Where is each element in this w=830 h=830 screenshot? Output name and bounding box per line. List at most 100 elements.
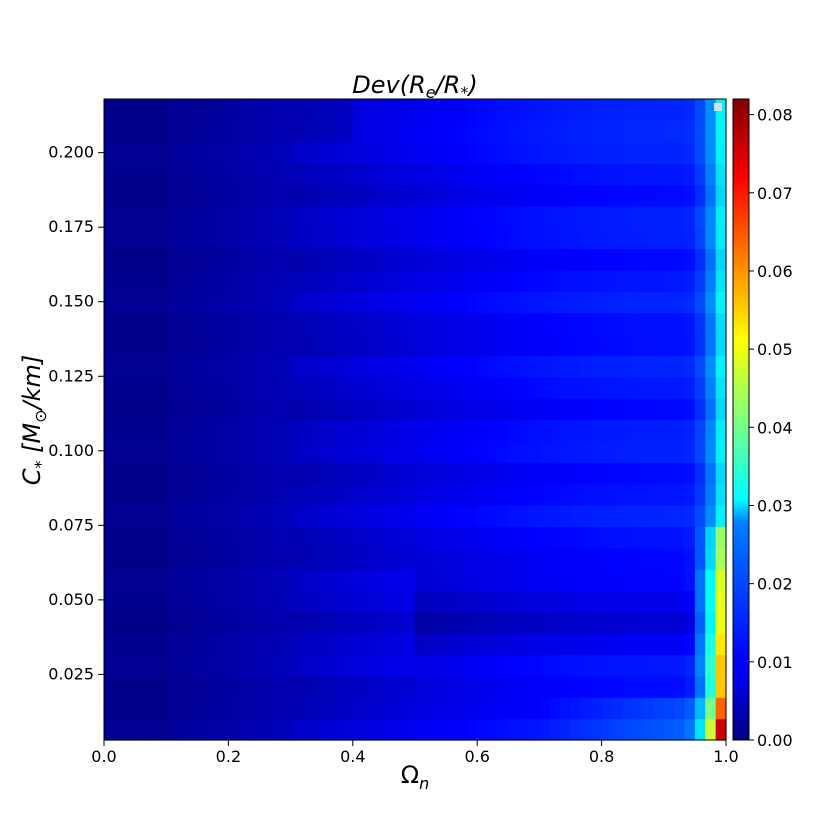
heatmap-cell: [135, 141, 147, 164]
heatmap-cell: [591, 99, 603, 121]
heatmap-cell: [145, 675, 157, 698]
heatmap-cell: [632, 419, 644, 442]
heatmap-cell: [259, 99, 271, 121]
heatmap-cell: [487, 590, 499, 613]
heatmap-cell: [238, 419, 250, 442]
heatmap-cell: [383, 334, 395, 356]
heatmap-cell: [674, 675, 686, 698]
heatmap-cell: [145, 697, 157, 720]
heatmap-cell: [653, 633, 665, 656]
heatmap-cell: [394, 590, 406, 613]
heatmap-cell: [332, 355, 344, 378]
heatmap-cell: [622, 633, 634, 656]
heatmap-cell: [518, 675, 530, 698]
heatmap-cell: [383, 312, 395, 335]
heatmap-cell: [197, 654, 209, 677]
heatmap-cell: [611, 569, 623, 592]
heatmap-cell: [218, 419, 229, 442]
heatmap-cell: [518, 654, 530, 677]
heatmap-cell: [321, 291, 333, 314]
heatmap-cell: [197, 248, 209, 271]
heatmap-cell: [207, 697, 219, 720]
heatmap-cell: [352, 291, 364, 314]
heatmap-cell: [280, 504, 292, 527]
heatmap-cell: [300, 184, 312, 207]
heatmap-cell: [124, 163, 136, 186]
heatmap-cell: [269, 99, 281, 121]
heatmap-cell: [446, 248, 458, 271]
heatmap-cell: [155, 569, 167, 592]
heatmap-cell: [415, 697, 426, 720]
heatmap-cell: [373, 697, 385, 720]
heatmap-cell: [238, 526, 250, 549]
heatmap-cell: [124, 483, 136, 506]
heatmap-cell: [383, 376, 395, 399]
heatmap-cell: [259, 334, 271, 356]
heatmap-cell: [570, 205, 582, 228]
heatmap-cell: [207, 291, 219, 314]
heatmap-cell: [332, 440, 344, 463]
heatmap-cell: [311, 334, 323, 356]
heatmap-cell: [373, 675, 385, 698]
heatmap-cell: [684, 355, 696, 378]
heatmap-cell: [238, 440, 250, 463]
heatmap-cell: [446, 269, 458, 292]
heatmap-cell: [207, 141, 219, 164]
heatmap-cell: [124, 312, 136, 335]
heatmap-cell: [363, 355, 375, 378]
heatmap-cell: [404, 99, 416, 121]
heatmap-cell: [280, 398, 292, 421]
heatmap-cell: [694, 291, 706, 314]
heatmap-cell: [145, 227, 157, 250]
heatmap-cell: [601, 269, 613, 292]
heatmap-cell: [352, 355, 364, 378]
heatmap-cell: [373, 718, 385, 741]
heatmap-cell: [580, 291, 592, 314]
heatmap-cell: [145, 398, 157, 421]
heatmap-cell: [228, 697, 240, 720]
heatmap-cell: [166, 291, 178, 314]
heatmap-cell: [228, 419, 240, 442]
heatmap-cell: [176, 526, 188, 549]
heatmap-cell: [684, 419, 696, 442]
heatmap-cell: [311, 462, 323, 485]
heatmap-cell: [311, 376, 323, 399]
heatmap-cell: [508, 269, 520, 292]
heatmap-cell: [373, 569, 385, 592]
heatmap-cell: [622, 312, 634, 335]
heatmap-cell: [249, 633, 261, 656]
heatmap-cell: [466, 398, 478, 421]
heatmap-cell: [435, 611, 447, 634]
heatmap-cell: [311, 355, 323, 378]
heatmap-cell: [508, 163, 520, 186]
heatmap-cell: [332, 291, 344, 314]
heatmap-cell: [674, 248, 686, 271]
heatmap-cell: [290, 334, 302, 356]
heatmap-cell: [249, 419, 261, 442]
heatmap-cell: [155, 590, 167, 613]
heatmap-cell: [508, 440, 520, 463]
heatmap-cell: [570, 419, 582, 442]
heatmap-cell: [114, 355, 126, 378]
heatmap-cell: [643, 440, 655, 463]
heatmap-cell: [197, 462, 209, 485]
colorbar-tick-label: 0.01: [757, 653, 793, 672]
heatmap-cell: [311, 227, 323, 250]
heatmap-cell: [197, 526, 209, 549]
heatmap-cell: [383, 697, 395, 720]
heatmap-cell: [124, 141, 136, 164]
heatmap-cell: [684, 334, 696, 356]
heatmap-cell: [684, 440, 696, 463]
heatmap-cell: [518, 99, 530, 121]
heatmap-cell: [694, 376, 706, 399]
heatmap-cell: [477, 248, 489, 271]
heatmap-cell: [694, 141, 706, 164]
heatmap-cell: [497, 163, 509, 186]
heatmap-cell: [632, 590, 644, 613]
heatmap-cell: [186, 269, 198, 292]
heatmap-cell: [487, 697, 499, 720]
heatmap-cell: [176, 355, 188, 378]
heatmap-cell: [300, 120, 312, 143]
heatmap-cell: [269, 633, 281, 656]
heatmap-cell: [197, 611, 209, 634]
